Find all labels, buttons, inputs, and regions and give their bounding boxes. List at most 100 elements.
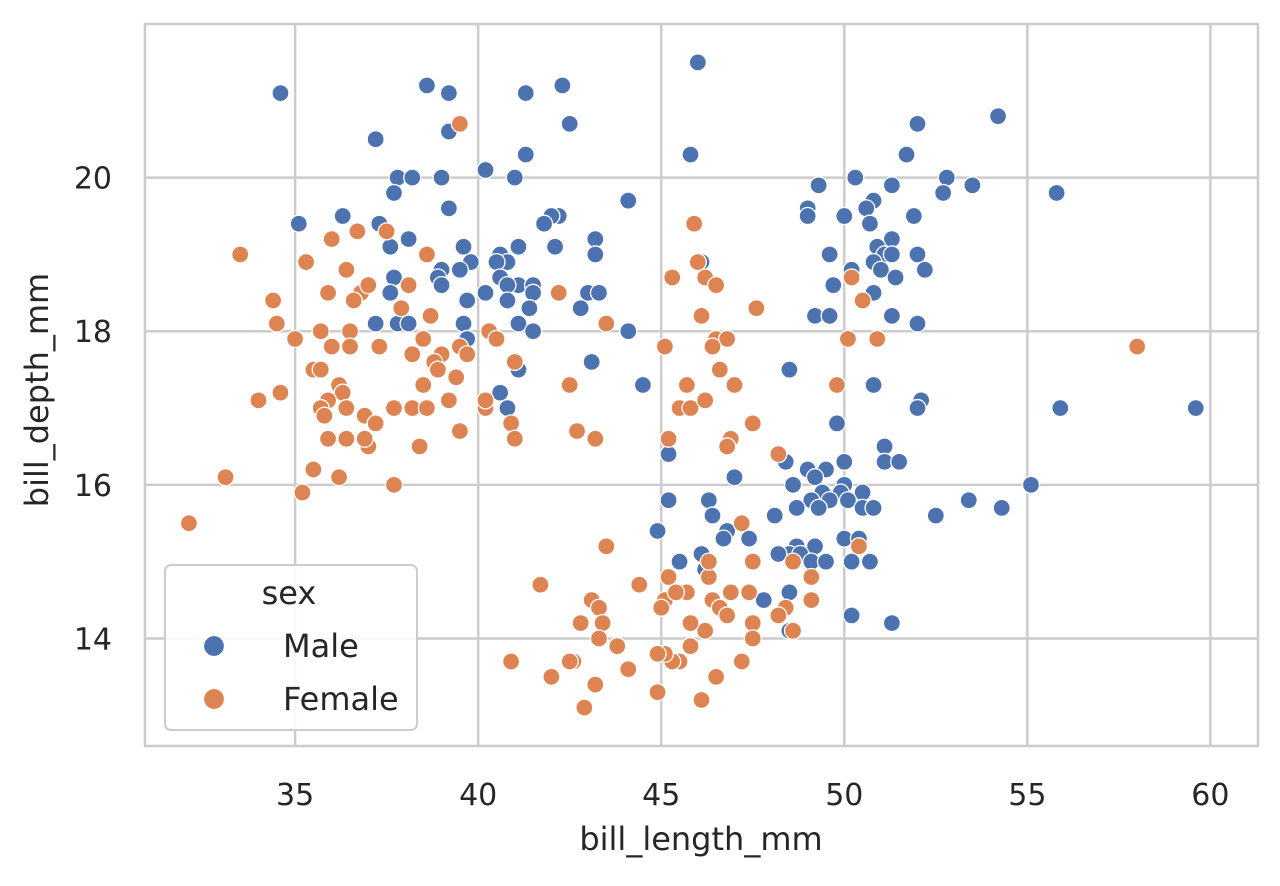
data-point-female xyxy=(344,291,363,310)
data-point-female xyxy=(417,245,437,264)
data-point-male xyxy=(381,283,400,302)
data-point-female xyxy=(231,245,250,264)
data-point-female xyxy=(838,329,858,349)
data-point-male xyxy=(846,168,865,187)
data-point-female xyxy=(531,575,550,594)
data-point-male xyxy=(523,283,543,302)
data-point-male xyxy=(882,245,902,264)
legend-label-female: Female xyxy=(283,680,399,718)
data-point-female xyxy=(575,698,594,717)
data-point-male xyxy=(432,275,451,295)
data-point-male xyxy=(703,506,722,525)
data-point-male xyxy=(439,199,459,218)
y-tick-labels: 14 16 18 20 xyxy=(74,162,112,658)
data-point-female xyxy=(450,421,470,441)
y-tick-label: 14 xyxy=(74,622,112,657)
data-point-male xyxy=(908,245,927,264)
data-point-male xyxy=(739,529,759,548)
data-point-male xyxy=(271,83,290,103)
data-point-female xyxy=(747,299,766,318)
data-point-female xyxy=(769,444,788,464)
data-point-male xyxy=(520,299,539,318)
data-point-female xyxy=(340,322,360,341)
data-point-male xyxy=(937,168,956,187)
data-point-female xyxy=(567,421,587,441)
data-point-female xyxy=(560,375,579,395)
data-point-female xyxy=(428,360,448,379)
data-point-male xyxy=(805,468,825,487)
data-point-female xyxy=(619,660,638,679)
data-point-female xyxy=(769,606,788,625)
y-tick-label: 16 xyxy=(74,469,112,504)
data-point-male xyxy=(516,83,535,103)
data-point-male xyxy=(381,237,400,256)
data-point-female xyxy=(417,398,437,418)
data-point-male xyxy=(505,168,524,187)
data-point-female xyxy=(249,391,268,410)
data-point-female xyxy=(802,590,821,610)
data-point-female xyxy=(359,275,378,295)
data-point-male xyxy=(882,613,902,633)
data-point-male xyxy=(871,260,891,279)
data-point-male xyxy=(384,183,404,203)
data-point-female xyxy=(410,437,429,456)
x-tick-label: 45 xyxy=(642,778,680,813)
data-point-female xyxy=(414,375,433,395)
data-point-male xyxy=(890,452,909,471)
data-point-male xyxy=(864,375,883,395)
data-point-female xyxy=(706,275,726,295)
data-point-female xyxy=(267,314,286,333)
data-point-female xyxy=(560,652,579,671)
data-point-male xyxy=(619,191,638,210)
data-point-female xyxy=(322,337,341,356)
data-point-male xyxy=(886,268,905,287)
data-point-female xyxy=(571,613,590,633)
data-point-female xyxy=(348,222,367,241)
data-point-female xyxy=(392,299,411,318)
data-point-female xyxy=(311,360,330,379)
data-point-male xyxy=(897,145,916,164)
data-point-male xyxy=(450,260,470,279)
legend: sex Male Female xyxy=(164,564,418,731)
data-point-male xyxy=(904,206,923,226)
data-point-male xyxy=(589,283,609,302)
legend-title: sex xyxy=(262,574,317,612)
data-point-female xyxy=(597,314,616,333)
data-point-female xyxy=(802,567,821,587)
data-point-male xyxy=(516,145,535,164)
data-point-male xyxy=(509,237,528,256)
data-point-female xyxy=(681,636,700,656)
data-point-male xyxy=(476,283,495,302)
data-point-male xyxy=(959,491,978,510)
data-point-female xyxy=(476,391,495,410)
data-point-female xyxy=(696,391,715,410)
data-point-female xyxy=(586,675,605,694)
data-point-female xyxy=(677,375,697,395)
data-point-male xyxy=(1047,183,1066,203)
data-point-male xyxy=(882,176,902,195)
data-point-male xyxy=(809,498,828,518)
data-point-male xyxy=(992,498,1011,518)
data-point-male xyxy=(498,398,517,418)
data-point-male xyxy=(754,590,773,610)
data-point-male xyxy=(487,252,506,272)
x-tick-label: 55 xyxy=(1008,778,1046,813)
data-point-male xyxy=(659,444,678,464)
data-point-female xyxy=(293,483,312,502)
data-point-female xyxy=(853,291,872,310)
data-point-male xyxy=(333,206,352,226)
data-point-female xyxy=(827,375,847,395)
data-point-male xyxy=(860,552,880,571)
data-point-male xyxy=(908,398,927,418)
data-point-male xyxy=(498,291,517,310)
data-point-male xyxy=(648,521,667,541)
data-point-female xyxy=(487,329,506,349)
legend-label-male: Male xyxy=(283,627,359,665)
data-point-female xyxy=(655,337,675,356)
data-point-female xyxy=(370,337,389,356)
data-point-female xyxy=(414,329,433,349)
data-point-male xyxy=(633,375,653,395)
data-point-female xyxy=(399,275,418,295)
y-tick-label: 18 xyxy=(74,315,112,350)
